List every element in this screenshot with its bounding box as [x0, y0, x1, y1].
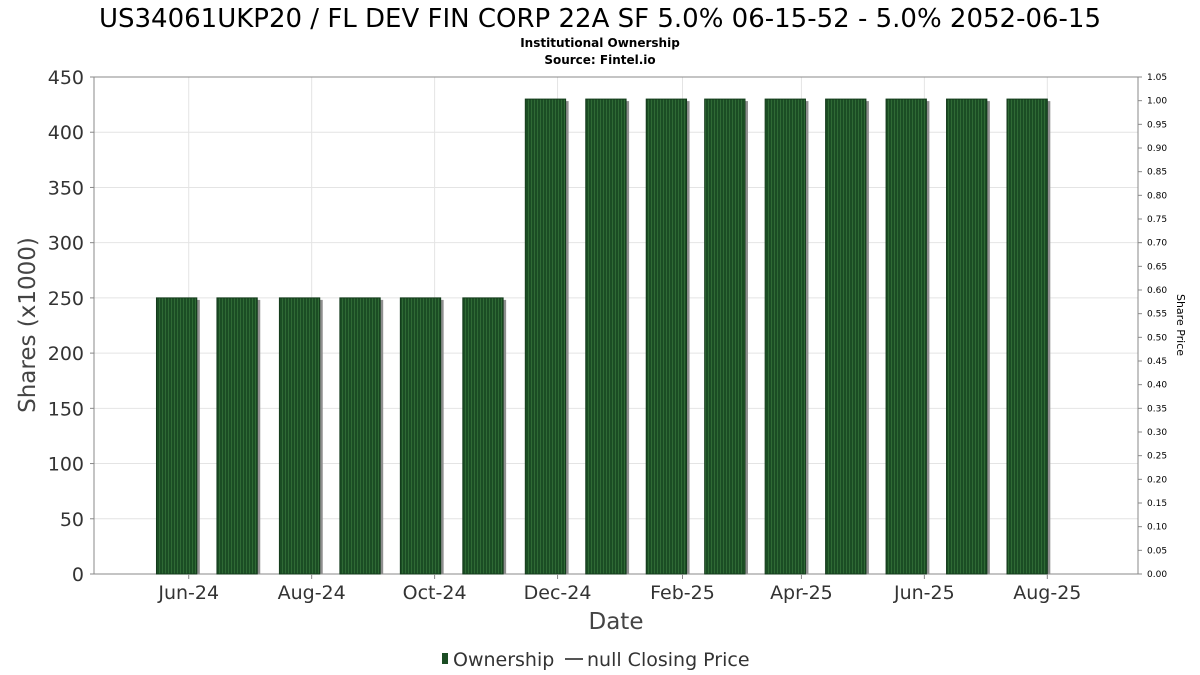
y2-tick-label: 0.30	[1147, 428, 1167, 438]
x-tick-label: Feb-25	[650, 582, 715, 604]
ownership-bar	[278, 297, 321, 575]
ownership-bar	[399, 297, 442, 575]
y2-tick-label: 0.60	[1147, 286, 1167, 296]
chart-title: US34061UKP20 / FL DEV FIN CORP 22A SF 5.…	[99, 4, 1101, 34]
y2-tick-label: 0.40	[1147, 381, 1167, 391]
y2-tick-label: 0.15	[1147, 499, 1167, 509]
y2-tick-label: 0.45	[1147, 357, 1167, 367]
y-axis-left: 0 50 100 150 200 250 300 350 400 450	[48, 67, 94, 586]
ownership-bar	[1006, 98, 1048, 575]
y-tick-label: 150	[48, 398, 84, 420]
ownership-bar	[339, 297, 381, 575]
y2-tick-label: 1.05	[1147, 73, 1167, 83]
y-axis-right: 0.00 0.05 0.10 0.15 0.20 0.25 0.30 0.35 0.40 0.45…	[1138, 73, 1167, 580]
y2-tick-label: 0.20	[1147, 475, 1167, 485]
ownership-bar	[524, 98, 567, 575]
y2-tick-label: 0.85	[1147, 168, 1167, 178]
y2-tick-label: 0.05	[1147, 546, 1167, 556]
chart-source: Source: Fintel.io	[544, 53, 655, 67]
y2-tick-label: 1.00	[1147, 97, 1167, 107]
y2-axis-label: Share Price	[1174, 294, 1187, 356]
x-tick-label: Aug-25	[1013, 582, 1081, 604]
y2-tick-label: 0.80	[1147, 191, 1167, 201]
ownership-bar	[645, 98, 688, 575]
x-tick-label: Apr-25	[770, 582, 833, 604]
x-tick-label: Jun-24	[157, 582, 219, 604]
y-tick-label: 450	[48, 67, 84, 89]
ownership-bar	[704, 98, 746, 575]
chart-subtitle: Institutional Ownership	[520, 36, 680, 50]
legend-ownership-swatch	[442, 653, 448, 664]
ownership-bar	[885, 98, 927, 575]
y-tick-label: 200	[48, 343, 84, 365]
y-tick-label: 50	[60, 509, 84, 531]
y2-tick-label: 0.10	[1147, 523, 1167, 533]
bars-group	[155, 98, 1051, 575]
y2-tick-label: 0.35	[1147, 404, 1167, 414]
ownership-bar	[462, 297, 504, 575]
y2-tick-label: 0.70	[1147, 239, 1167, 249]
y2-tick-label: 0.55	[1147, 310, 1167, 320]
x-tick-label: Oct-24	[403, 582, 467, 604]
y2-tick-label: 0.75	[1147, 215, 1167, 225]
y2-tick-label: 0.25	[1147, 452, 1167, 462]
y2-tick-label: 0.50	[1147, 333, 1167, 343]
y-tick-label: 300	[48, 233, 84, 255]
ownership-bar	[155, 297, 198, 575]
legend: Ownership null Closing Price	[442, 649, 750, 671]
x-tick-label: Aug-24	[278, 582, 346, 604]
y-tick-label: 350	[48, 177, 84, 199]
y-tick-label: 100	[48, 454, 84, 476]
legend-ownership-label: Ownership	[453, 649, 554, 671]
y-tick-label: 400	[48, 122, 84, 144]
y2-tick-label: 0.90	[1147, 144, 1167, 154]
y-axis-label: Shares (x1000)	[15, 237, 41, 413]
ownership-bar	[825, 98, 867, 575]
ownership-bar	[585, 98, 627, 575]
y2-tick-label: 0.95	[1147, 120, 1167, 130]
x-tick-label: Dec-24	[524, 582, 592, 604]
x-tick-label: Jun-25	[893, 582, 955, 604]
legend-price-label: null Closing Price	[587, 649, 750, 671]
x-axis-label: Date	[589, 609, 644, 635]
y-tick-label: 250	[48, 288, 84, 310]
ownership-bar	[216, 297, 258, 575]
y2-tick-label: 0.00	[1147, 570, 1167, 580]
y-tick-label: 0	[72, 564, 84, 586]
y2-tick-label: 0.65	[1147, 262, 1167, 272]
ownership-bar	[764, 98, 806, 575]
ownership-bar	[946, 98, 988, 575]
x-axis: Jun-24 Aug-24 Oct-24 Dec-24 Feb-25 Apr-25 Jun-…	[157, 574, 1081, 604]
